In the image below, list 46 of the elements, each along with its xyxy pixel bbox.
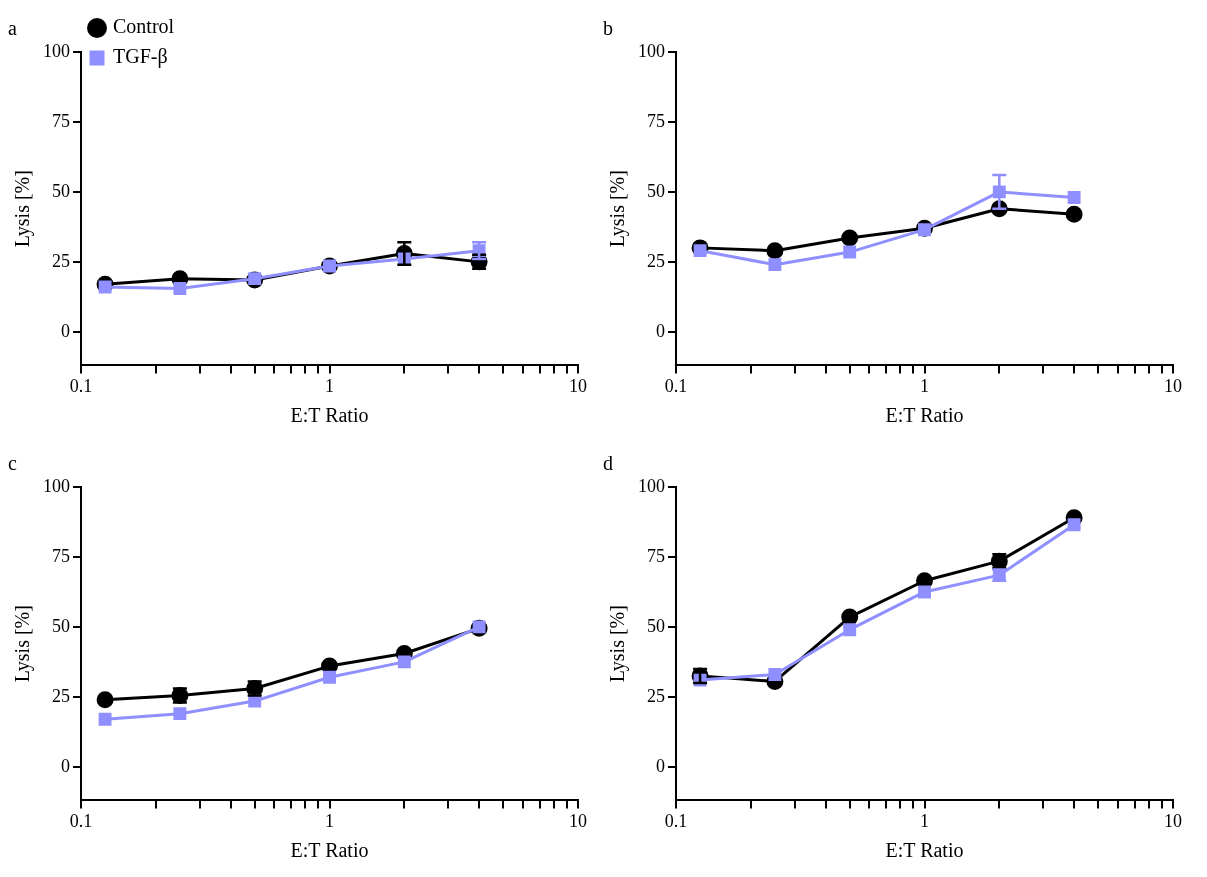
x-tick-label: 10	[569, 375, 587, 396]
x-axis-title: E:T Ratio	[290, 404, 369, 427]
legend-label: TGF-β	[113, 45, 168, 69]
chart-title: d	[603, 452, 613, 475]
y-tick-label: 100	[43, 475, 70, 496]
y-tick-label: 75	[647, 110, 665, 131]
y-axis-title: Lysis [%]	[11, 605, 35, 683]
x-tick-label: 0.1	[664, 375, 688, 396]
x-axis-title: E:T Ratio	[885, 404, 964, 427]
x-tick-label: 1	[920, 810, 929, 831]
y-tick-label: 25	[647, 685, 665, 706]
y-tick-label: 0	[61, 320, 70, 341]
y-tick-label: 100	[638, 40, 665, 61]
x-tick-label: 0.1	[69, 810, 93, 831]
legend-label: Control	[113, 15, 175, 38]
x-tick-label: 10	[1164, 810, 1182, 831]
chart-title: c	[8, 452, 17, 475]
y-axis-title: Lysis [%]	[606, 170, 630, 248]
y-tick-label: 75	[52, 110, 70, 131]
y-tick-label: 25	[52, 250, 70, 271]
y-tick-label: 75	[647, 545, 665, 566]
y-tick-label: 50	[52, 180, 70, 201]
chart-title: b	[603, 17, 613, 40]
y-axis-title: Lysis [%]	[606, 605, 630, 683]
y-axis-title: Lysis [%]	[11, 170, 35, 248]
y-tick-label: 100	[638, 475, 665, 496]
y-tick-label: 0	[61, 755, 70, 776]
y-tick-label: 50	[647, 615, 665, 636]
y-tick-label: 50	[52, 615, 70, 636]
y-tick-label: 0	[656, 320, 665, 341]
y-tick-label: 25	[52, 685, 70, 706]
x-tick-label: 1	[325, 375, 334, 396]
y-tick-label: 50	[647, 180, 665, 201]
chart-title: a	[8, 17, 17, 40]
x-tick-label: 1	[325, 810, 334, 831]
x-tick-label: 0.1	[69, 375, 93, 396]
x-tick-label: 10	[1164, 375, 1182, 396]
x-tick-label: 1	[920, 375, 929, 396]
y-tick-label: 0	[656, 755, 665, 776]
x-tick-label: 0.1	[664, 810, 688, 831]
x-axis-title: E:T Ratio	[290, 839, 369, 862]
y-tick-label: 100	[43, 40, 70, 61]
x-tick-label: 10	[569, 810, 587, 831]
x-axis-title: E:T Ratio	[885, 839, 964, 862]
y-tick-label: 75	[52, 545, 70, 566]
y-tick-label: 25	[647, 250, 665, 271]
